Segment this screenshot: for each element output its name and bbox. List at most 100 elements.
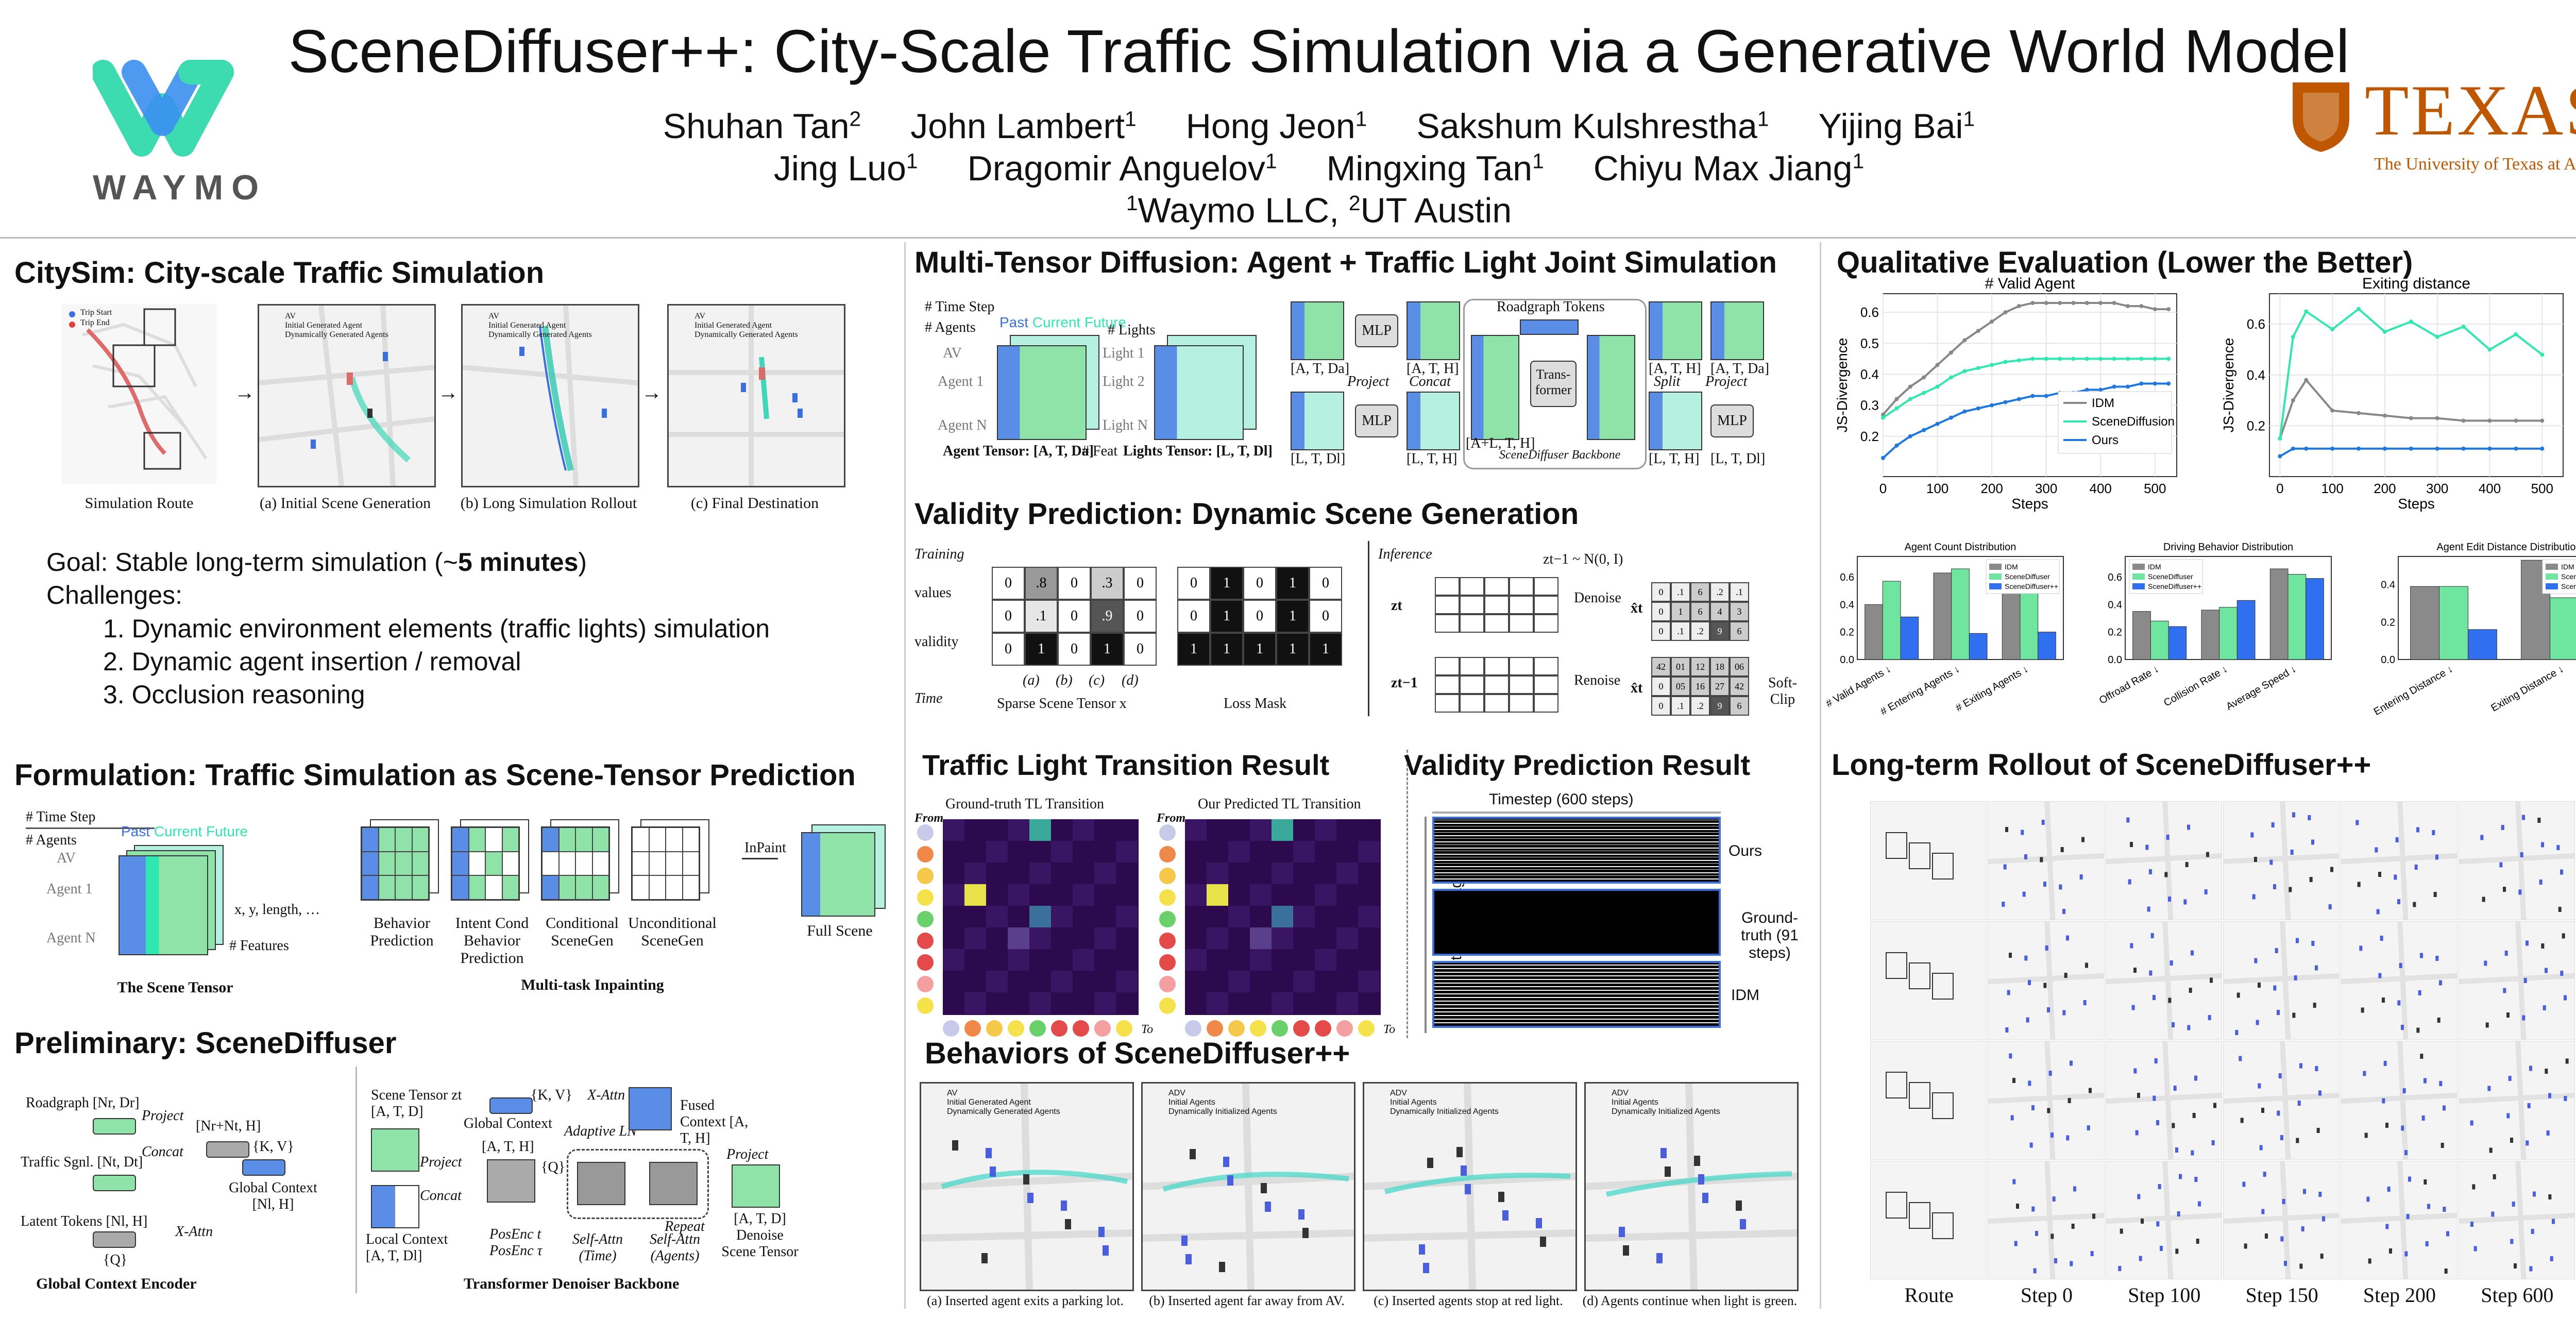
chart-title: Agent Count Distribution	[1905, 542, 2016, 553]
value-cell: 12	[1690, 657, 1710, 677]
xt-grid-bottom: 42 01 12 18 06 0 05 16 27 42 0.1.2 9 6	[1651, 657, 1754, 719]
heat-cell	[1051, 819, 1073, 841]
tensor-cell: 0	[992, 600, 1025, 633]
legend-initial: Initial Generated Agent	[694, 321, 772, 330]
heat-cell	[964, 906, 986, 927]
fused-box	[629, 1087, 672, 1130]
value-cell: 18	[1710, 657, 1730, 677]
tl-result-figure: Ground-truth TL Transition Our Predicted…	[914, 796, 1399, 1043]
heat-cell	[1116, 841, 1138, 863]
light-state-icon	[986, 1020, 1003, 1037]
heat-cell	[1029, 863, 1051, 884]
latent-cell	[1460, 577, 1484, 596]
author-affiliation: 1	[906, 149, 918, 173]
agent-tensor	[997, 335, 1100, 440]
to-label-2: To	[1383, 1023, 1396, 1036]
rollout-cell	[2458, 801, 2575, 920]
light-state-icon	[1315, 1020, 1331, 1037]
split-ath-label: [A, T, H]	[1649, 361, 1701, 377]
value-cell: .2	[1710, 582, 1730, 602]
rollout-column-label: Step 0	[2020, 1283, 2073, 1307]
mlp-box: MLP	[1355, 314, 1398, 347]
y-tick-label: 0.2	[2108, 627, 2122, 638]
value-cell: 6	[1690, 602, 1710, 621]
bar	[2269, 568, 2289, 660]
data-point	[2304, 378, 2309, 382]
rollout-cell	[2341, 1160, 2458, 1279]
rollout-map-icon	[1886, 1072, 1954, 1119]
legend-av: AV	[285, 312, 296, 320]
heat-cell	[1008, 819, 1029, 841]
heat-cell	[943, 971, 964, 992]
latent-cell	[1534, 596, 1558, 614]
rollout-map-icon	[1886, 1191, 1954, 1239]
latent-label: Latent Tokens [Nl, H]	[21, 1213, 148, 1229]
heat-cell	[1272, 863, 1293, 884]
task-tensor	[541, 819, 623, 907]
roadgraph-token-box	[1520, 319, 1579, 335]
data-point	[2126, 384, 2130, 389]
heat-cell	[1008, 884, 1029, 906]
data-point	[2409, 446, 2413, 451]
value-cell: 01	[1671, 657, 1690, 677]
xt-grid-top: 0.1 6.2.1 0 1 6 4 3 0.1.2 9 6	[1651, 582, 1754, 644]
rollout-labels: Route Step 0 Step 100 Step 150 Step 200 Step …	[1870, 1283, 2576, 1309]
route-icon	[69, 308, 208, 470]
rollout-cell	[2105, 921, 2222, 1040]
heat-cell	[1051, 949, 1073, 971]
author-name: Yijing Bai1	[1818, 106, 1975, 146]
heat-cell	[1315, 949, 1336, 971]
heat-cell	[1073, 992, 1094, 1014]
data-point	[2330, 408, 2335, 413]
bar	[2150, 620, 2169, 660]
latent-cell	[1460, 596, 1484, 614]
value-cell: 16	[1690, 677, 1710, 696]
data-point	[2030, 301, 2035, 306]
y-tick-label: 0.2	[1840, 627, 1854, 638]
data-point	[2030, 394, 2035, 398]
rollout-cell	[1870, 1041, 1987, 1160]
inpaint-label: InPaint	[744, 840, 786, 856]
data-point	[2126, 357, 2130, 361]
chart-title: # Valid Agent	[1985, 275, 2075, 292]
heat-cell	[1094, 884, 1116, 906]
features-label: # Features	[229, 938, 289, 954]
value-cell: 3	[1730, 602, 1749, 621]
heat-cell	[1051, 863, 1073, 884]
heat-cell	[1250, 971, 1272, 992]
ath-label: [A, T, H]	[482, 1139, 534, 1155]
heat-cell	[1207, 949, 1228, 971]
heat-cell	[1073, 971, 1094, 992]
mt-agents: # Agents	[925, 319, 976, 335]
y-tick-label: 0.5	[1860, 335, 1879, 351]
task-label: Behavior Prediction	[370, 915, 434, 949]
latent-box	[93, 1231, 136, 1248]
global-context-label: Global Context	[464, 1115, 552, 1131]
heat-cell	[1051, 884, 1073, 906]
value-cell: .1	[1671, 582, 1690, 602]
heat-cell	[986, 992, 1008, 1014]
behavior-caption: (c) Inserted agents stop at red light.	[1374, 1293, 1563, 1308]
legend-swatch	[2132, 564, 2145, 570]
data-point	[2278, 436, 2282, 441]
data-point	[2112, 301, 2116, 306]
latent-cell	[1460, 675, 1484, 694]
timestep-label: Timestep (600 steps)	[1489, 791, 1634, 808]
legend-dynamic: Dynamically Generated Agents	[488, 330, 592, 339]
waymo-logo: WAYMO	[91, 57, 263, 211]
heat-cell	[1293, 841, 1315, 863]
rollout-cell	[2458, 1041, 2575, 1160]
value-cell: .2	[1690, 621, 1710, 641]
heat-cell	[1228, 992, 1250, 1014]
y-tick-label: 0.4	[2108, 599, 2122, 611]
data-point	[2357, 307, 2361, 311]
challenge-item: 3. Occlusion reasoning	[103, 680, 365, 709]
data-point	[1948, 350, 1953, 355]
data-point	[2003, 310, 2008, 315]
value-cell: 0	[1651, 696, 1671, 716]
light-state-icon	[917, 889, 934, 906]
rollout-cell	[2223, 801, 2340, 920]
tensor-cell: 0	[1124, 633, 1157, 666]
data-point	[1962, 338, 1967, 343]
heat-cell	[1358, 971, 1380, 992]
